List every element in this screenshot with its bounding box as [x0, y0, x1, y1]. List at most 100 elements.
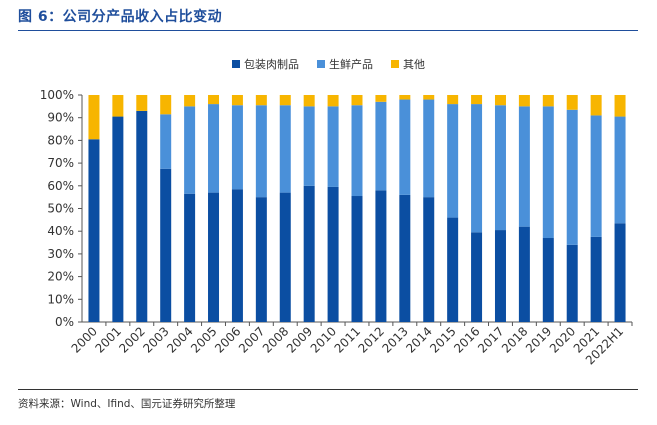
bar-segment-packaged-meat [255, 197, 267, 322]
bar-segment-other [399, 95, 411, 100]
bar-segment-fresh-products [614, 116, 626, 224]
bar-segment-packaged-meat [136, 110, 148, 322]
legend-swatch-fresh-products [317, 60, 325, 68]
source-note: 资料来源：Wind、Ifind、国元证券研究所整理 [18, 398, 236, 410]
y-tick-label: 40% [47, 224, 74, 238]
x-tick-label: 2002 [116, 324, 147, 355]
x-tick-label: 2004 [164, 324, 195, 355]
bar-segment-packaged-meat [160, 168, 172, 322]
legend-item-fresh-products: 生鲜产品 [317, 56, 373, 72]
bar-segment-packaged-meat [590, 236, 602, 322]
bar-segment-packaged-meat [471, 232, 483, 322]
bar-segment-other [375, 95, 387, 102]
bar-segment-fresh-products [255, 105, 267, 198]
chart-legend: 包装肉制品 生鲜产品 其他 [0, 56, 657, 72]
bar-segment-fresh-products [494, 105, 506, 231]
bar-segment-fresh-products [542, 106, 554, 239]
x-tick-label: 2016 [451, 324, 482, 355]
y-tick-label: 20% [47, 270, 74, 284]
bar-segment-fresh-products [231, 105, 243, 190]
bar-segment-fresh-products [590, 115, 602, 237]
x-tick-label: 2001 [92, 324, 123, 355]
bar-segment-fresh-products [279, 105, 291, 193]
legend-item-packaged-meat: 包装肉制品 [232, 56, 299, 72]
figure-title: 图 6：公司分产品收入占比变动 [18, 9, 223, 25]
bar-segment-packaged-meat [494, 230, 506, 322]
x-tick-label: 2018 [499, 324, 530, 355]
bar-segment-other [184, 95, 196, 107]
x-tick-label: 2005 [188, 324, 219, 355]
y-tick-label: 90% [47, 111, 74, 125]
title-divider [18, 30, 638, 31]
bar-segment-other [88, 95, 100, 140]
bar-segment-fresh-products [327, 106, 339, 187]
x-tick-label: 2019 [523, 324, 554, 355]
bar-segment-other [136, 95, 148, 111]
bar-segment-packaged-meat [375, 190, 387, 322]
bar-segment-other [447, 95, 459, 105]
bar-segment-other [112, 95, 124, 117]
x-tick-label: 2010 [308, 324, 339, 355]
bar-segment-fresh-products [566, 109, 578, 245]
source-divider [18, 389, 638, 390]
x-tick-label: 2014 [403, 324, 434, 355]
bar-segment-fresh-products [375, 101, 387, 191]
bar-segment-fresh-products [423, 99, 435, 198]
bar-segment-packaged-meat [542, 238, 554, 322]
bar-segment-packaged-meat [614, 223, 626, 322]
x-tick-label: 2013 [379, 324, 410, 355]
bar-segment-other [423, 95, 435, 100]
x-tick-label: 2020 [547, 324, 578, 355]
bar-segment-other [351, 95, 363, 106]
bar-segment-fresh-products [447, 104, 459, 218]
bar-segment-fresh-products [160, 114, 172, 169]
bar-segment-packaged-meat [208, 192, 220, 322]
bar-segment-other [303, 95, 315, 107]
y-tick-label: 0% [55, 315, 74, 329]
y-tick-label: 10% [47, 292, 74, 306]
bar-segment-fresh-products [399, 99, 411, 195]
bar-segment-packaged-meat [447, 217, 459, 322]
bar-segment-other [566, 95, 578, 110]
bar-segment-fresh-products [518, 106, 530, 227]
bar-segment-packaged-meat [184, 193, 196, 322]
x-tick-label: 2017 [475, 324, 506, 355]
bar-segment-other [231, 95, 243, 106]
bar-segment-fresh-products [351, 105, 363, 197]
x-tick-label: 2007 [236, 324, 267, 355]
x-tick-label: 2006 [212, 324, 243, 355]
bar-segment-fresh-products [303, 106, 315, 186]
legend-label-fresh-products: 生鲜产品 [329, 58, 373, 71]
bar-segment-other [542, 95, 554, 107]
bar-segment-fresh-products [184, 106, 196, 194]
bar-segment-packaged-meat [231, 189, 243, 322]
x-tick-label: 2012 [356, 324, 387, 355]
x-tick-label: 2015 [427, 324, 458, 355]
x-tick-label: 2009 [284, 324, 315, 355]
bar-segment-other [518, 95, 530, 107]
bar-segment-packaged-meat [327, 186, 339, 322]
bar-segment-other [160, 95, 172, 115]
x-tick-label: 2008 [260, 324, 291, 355]
bar-segment-other [327, 95, 339, 107]
x-tick-label: 2003 [140, 324, 171, 355]
y-tick-label: 50% [47, 202, 74, 216]
bar-segment-other [208, 95, 220, 105]
bar-segment-packaged-meat [518, 226, 530, 322]
legend-item-other: 其他 [391, 56, 425, 72]
y-tick-label: 30% [47, 247, 74, 261]
y-tick-label: 80% [47, 133, 74, 147]
bar-segment-other [614, 95, 626, 117]
bar-segment-other [279, 95, 291, 106]
bar-segment-packaged-meat [303, 185, 315, 322]
bar-segment-fresh-products [208, 104, 220, 193]
bar-segment-other [255, 95, 267, 106]
bar-segment-packaged-meat [399, 194, 411, 322]
y-tick-label: 70% [47, 156, 74, 170]
bar-segment-packaged-meat [112, 116, 124, 322]
bar-segment-packaged-meat [423, 197, 435, 322]
legend-label-packaged-meat: 包装肉制品 [244, 58, 299, 71]
bar-segment-packaged-meat [566, 244, 578, 322]
y-tick-label: 100% [40, 88, 74, 102]
